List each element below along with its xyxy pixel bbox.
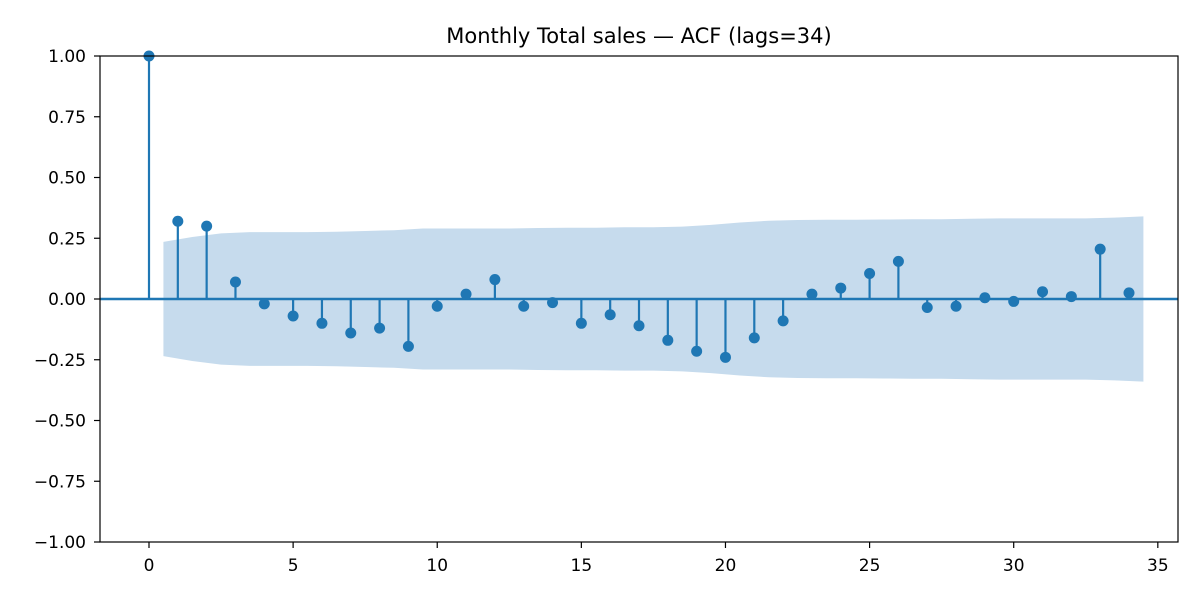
acf-marker-lag-21 (748, 332, 760, 344)
acf-marker-lag-13 (518, 300, 530, 312)
chart-title: Monthly Total sales — ACF (lags=34) (446, 24, 831, 48)
acf-marker-lag-22 (777, 315, 789, 327)
acf-marker-lag-20 (719, 351, 731, 363)
acf-marker-lag-33 (1094, 243, 1106, 255)
y-tick-label: −0.75 (34, 472, 86, 492)
acf-marker-lag-34 (1123, 287, 1135, 299)
acf-marker-lag-4 (258, 298, 270, 310)
x-tick-label: 25 (859, 556, 881, 576)
acf-marker-lag-30 (1008, 295, 1020, 307)
acf-marker-lag-6 (316, 317, 328, 329)
acf-marker-lag-8 (374, 322, 386, 334)
y-tick-label: 0.25 (48, 229, 86, 249)
acf-marker-lag-27 (921, 302, 933, 314)
y-tick-label: 0.00 (48, 290, 86, 310)
x-tick-label: 5 (288, 556, 299, 576)
acf-marker-lag-29 (979, 292, 991, 304)
x-tick-label: 10 (426, 556, 448, 576)
acf-marker-lag-7 (345, 327, 357, 339)
acf-marker-lag-1 (172, 215, 184, 227)
acf-marker-lag-19 (691, 345, 703, 357)
acf-marker-lag-2 (201, 220, 213, 232)
acf-marker-lag-3 (229, 276, 241, 288)
acf-marker-lag-25 (864, 267, 876, 279)
acf-marker-lag-9 (402, 340, 414, 352)
acf-marker-lag-15 (575, 317, 587, 329)
y-tick-label: 0.75 (48, 108, 86, 128)
acf-stems (143, 50, 1135, 363)
acf-marker-lag-17 (633, 320, 645, 332)
acf-marker-lag-12 (489, 274, 501, 286)
x-tick-label: 0 (144, 556, 155, 576)
acf-marker-lag-10 (431, 300, 443, 312)
x-tick-label: 20 (715, 556, 737, 576)
acf-marker-lag-11 (460, 288, 472, 300)
x-tick-label: 15 (571, 556, 593, 576)
acf-marker-lag-16 (604, 309, 616, 321)
acf-marker-lag-23 (806, 288, 818, 300)
acf-marker-lag-26 (892, 255, 904, 267)
y-tick-label: −1.00 (34, 533, 86, 553)
axes: 1.00 0.75 0.50 0.25 0.00 −0.25 −0.50 −0.75 −1.00… (34, 47, 1179, 576)
acf-marker-lag-31 (1037, 286, 1049, 298)
acf-marker-lag-14 (547, 297, 559, 309)
x-tick-label: 30 (1003, 556, 1025, 576)
acf-marker-lag-18 (662, 334, 674, 346)
y-tick-label: −0.50 (34, 412, 86, 432)
y-tick-label: 0.50 (48, 169, 86, 189)
x-tick-label: 35 (1147, 556, 1169, 576)
y-tick-label: −0.25 (34, 351, 86, 371)
acf-marker-lag-28 (950, 300, 962, 312)
acf-marker-lag-32 (1065, 291, 1077, 303)
y-tick-label: 1.00 (48, 47, 86, 67)
acf-marker-lag-24 (835, 282, 847, 294)
acf-marker-lag-5 (287, 310, 299, 322)
